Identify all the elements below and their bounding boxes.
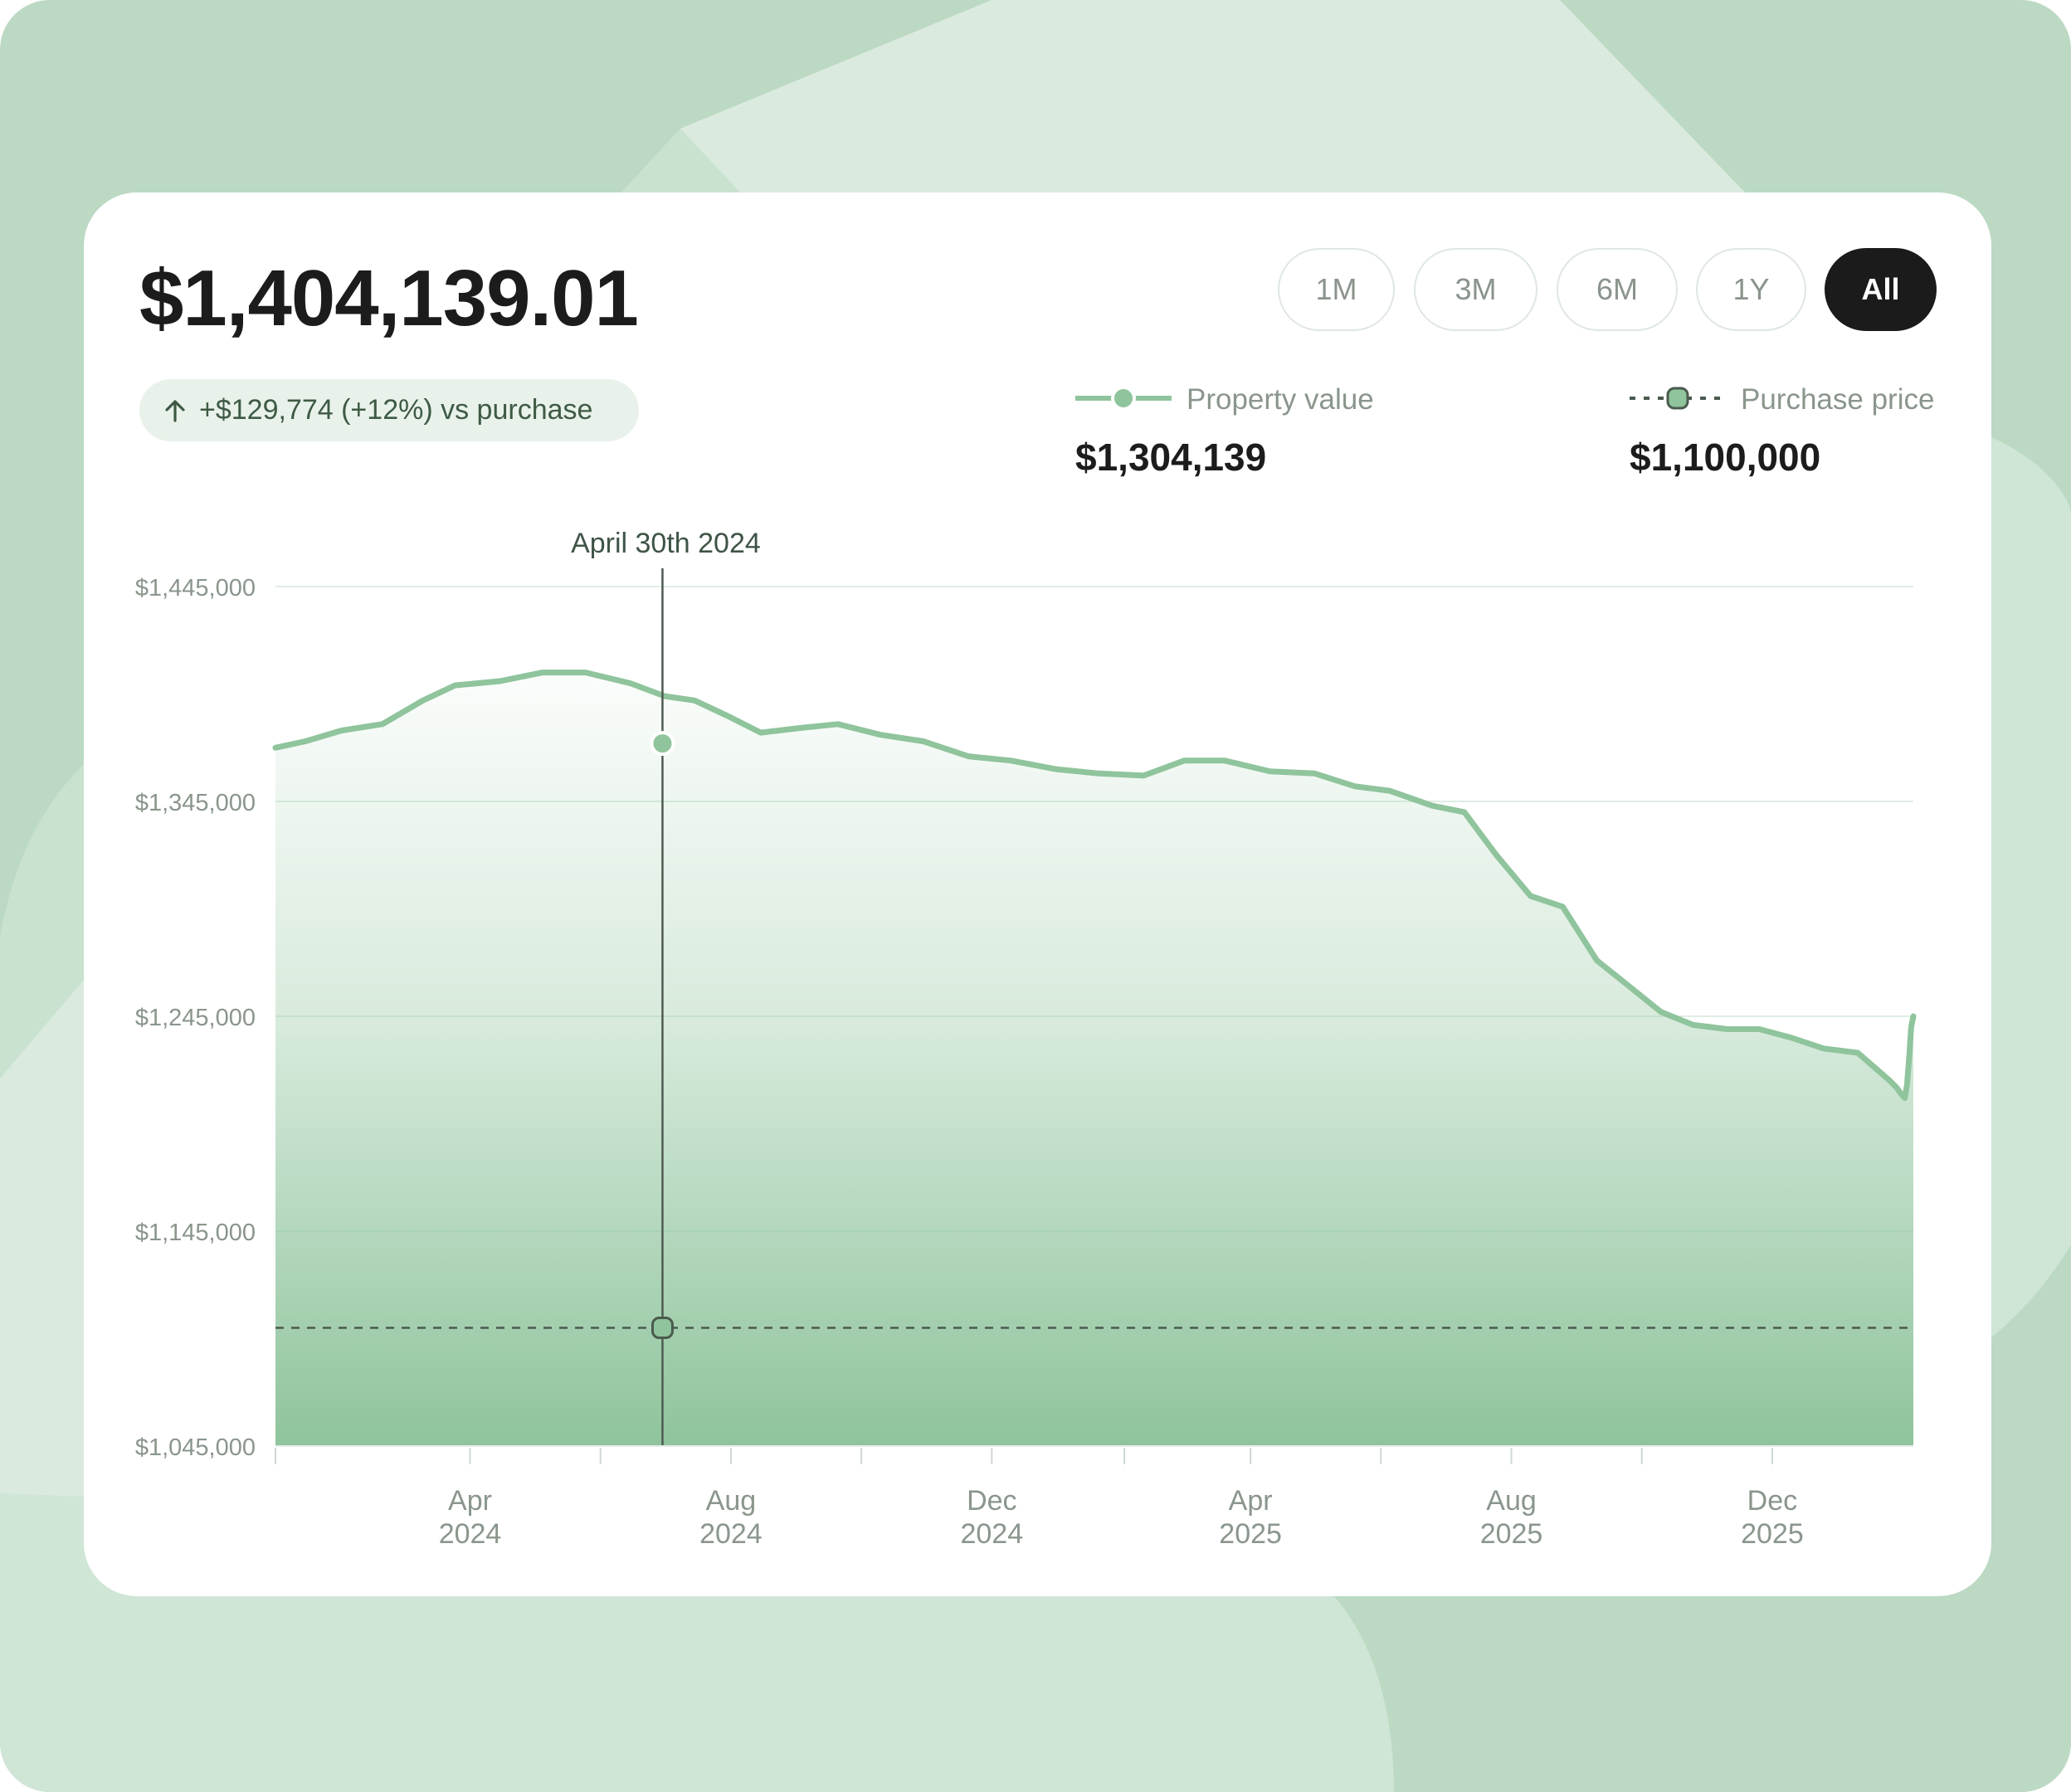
- range-tab-1y[interactable]: 1Y: [1696, 248, 1806, 331]
- x-tick-label-line: Dec: [1747, 1485, 1797, 1517]
- x-tick-label-line: 2025: [1741, 1518, 1804, 1550]
- y-tick-label: $1,045,000: [135, 1434, 256, 1461]
- y-tick-label: $1,245,000: [135, 1005, 256, 1031]
- arrow-up-icon: [165, 399, 185, 422]
- area-fill: [275, 672, 1913, 1446]
- hover-indicator: April 30th 2024: [571, 528, 761, 1446]
- range-tab-6m[interactable]: 6M: [1557, 248, 1678, 331]
- legend-label: Purchase price: [1741, 383, 1935, 416]
- x-tick-label-line: 2024: [439, 1518, 502, 1550]
- x-tick-label-line: Aug: [1486, 1485, 1537, 1517]
- legend-label: Property value: [1187, 383, 1374, 416]
- change-text: +$129,774 (+12%) vs purchase: [199, 394, 593, 426]
- x-tick-label: Dec 2025: [1741, 1485, 1804, 1550]
- x-tick-label: Apr 2025: [1219, 1485, 1282, 1550]
- y-tick-label: $1,345,000: [135, 790, 256, 816]
- y-tick-label: $1,145,000: [135, 1220, 256, 1246]
- x-tick-label-line: Dec: [967, 1485, 1016, 1517]
- range-tab-1m[interactable]: 1M: [1278, 248, 1395, 331]
- hover-date-label: April 30th 2024: [571, 528, 761, 559]
- property-value-line: [272, 670, 1917, 1101]
- x-tick-label: Dec 2024: [960, 1485, 1023, 1550]
- x-tick-label-line: Aug: [706, 1485, 757, 1517]
- x-tick-label-line: 2025: [1219, 1518, 1282, 1550]
- x-tick-label-line: 2024: [960, 1518, 1023, 1550]
- total-value-heading: $1,404,139.01: [139, 254, 639, 343]
- area-fill-shape: [275, 672, 1913, 1446]
- series-line-property-value: [272, 670, 1917, 1101]
- x-tick-label-line: 2024: [699, 1518, 763, 1550]
- x-tick-label-line: 2025: [1480, 1518, 1543, 1550]
- x-tick-label: Aug 2024: [699, 1485, 763, 1550]
- y-axis: $1,045,000 $1,145,000 $1,245,000 $1,345,000…: [135, 575, 256, 1461]
- legend-value: $1,304,139: [1075, 436, 1267, 479]
- solid-line-marker-icon: [1075, 386, 1172, 411]
- hover-point-purchase-price: [651, 1317, 674, 1340]
- x-tick-label: Apr 2024: [439, 1485, 502, 1550]
- y-tick-label: $1,445,000: [135, 575, 256, 601]
- hover-point-property-value: [650, 731, 675, 757]
- x-tick-label-line: Apr: [448, 1485, 492, 1517]
- change-badge: +$129,774 (+12%) vs purchase: [139, 379, 639, 441]
- range-tab-3m[interactable]: 3M: [1414, 248, 1537, 331]
- dashed-line-marker-icon: [1630, 387, 1726, 410]
- x-tick-label: Aug 2025: [1480, 1485, 1543, 1550]
- range-tab-all[interactable]: All: [1825, 248, 1937, 331]
- legend-value: $1,100,000: [1630, 436, 1821, 479]
- x-tick-label-line: Apr: [1229, 1485, 1273, 1517]
